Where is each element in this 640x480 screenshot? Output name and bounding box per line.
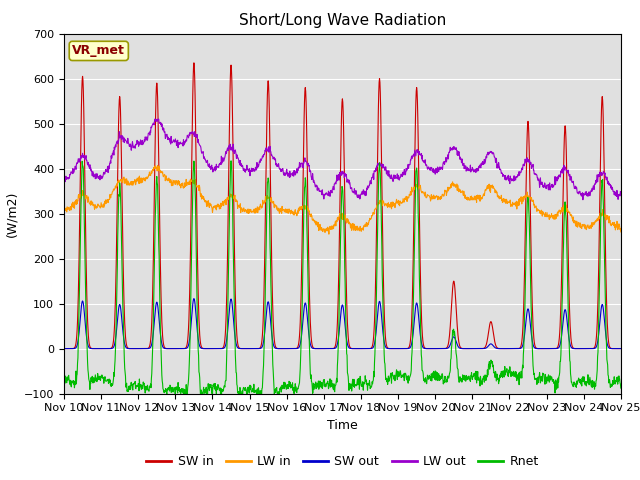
Rnet xyxy=(60,371,68,376)
Rnet xyxy=(293,390,301,396)
SW out xyxy=(520,336,528,341)
LW out xyxy=(428,168,436,174)
LW in xyxy=(60,203,68,209)
Rnet xyxy=(429,374,436,380)
SW out xyxy=(428,346,436,351)
LW in xyxy=(154,163,161,168)
LW in xyxy=(568,216,576,221)
LW out xyxy=(292,169,300,175)
Rnet xyxy=(280,385,287,391)
Line: SW in: SW in xyxy=(64,63,621,348)
SW out xyxy=(183,345,191,351)
SW in xyxy=(520,287,528,293)
LW in xyxy=(429,193,436,199)
LW in xyxy=(292,212,300,217)
LW out xyxy=(60,180,68,185)
LW in xyxy=(325,231,333,237)
LW in xyxy=(520,194,528,200)
SW out xyxy=(468,346,476,351)
Text: VR_met: VR_met xyxy=(72,44,125,58)
LW out xyxy=(279,166,287,171)
LW out xyxy=(520,162,527,168)
SW in xyxy=(190,60,198,66)
LW out xyxy=(568,178,575,184)
SW out xyxy=(617,346,625,351)
LW in xyxy=(279,206,287,212)
Line: LW in: LW in xyxy=(64,166,621,234)
LW out xyxy=(151,116,159,122)
Rnet xyxy=(617,385,625,391)
SW out xyxy=(279,346,287,351)
SW out xyxy=(568,345,576,351)
Line: LW out: LW out xyxy=(64,119,621,200)
SW in xyxy=(617,346,625,351)
Rnet xyxy=(180,396,188,402)
SW out xyxy=(190,296,198,301)
SW in xyxy=(183,342,191,348)
SW in xyxy=(468,346,476,351)
Rnet xyxy=(520,329,528,335)
SW out xyxy=(292,346,300,351)
X-axis label: Time: Time xyxy=(327,419,358,432)
SW in xyxy=(568,343,576,348)
SW out xyxy=(60,346,68,351)
Line: SW out: SW out xyxy=(64,299,621,348)
LW out xyxy=(579,197,587,203)
LW in xyxy=(184,180,191,186)
Rnet xyxy=(568,381,576,387)
Y-axis label: (W/m2): (W/m2) xyxy=(5,191,19,237)
LW in xyxy=(617,229,625,235)
Legend: SW in, LW in, SW out, LW out, Rnet: SW in, LW in, SW out, LW out, Rnet xyxy=(141,450,543,473)
Title: Short/Long Wave Radiation: Short/Long Wave Radiation xyxy=(239,13,446,28)
SW in xyxy=(292,346,300,351)
SW in xyxy=(60,346,68,351)
SW in xyxy=(279,346,287,351)
LW out xyxy=(617,191,625,197)
Rnet xyxy=(227,158,235,164)
SW in xyxy=(428,346,436,351)
Line: Rnet: Rnet xyxy=(64,161,621,399)
LW out xyxy=(184,132,191,138)
Rnet xyxy=(184,390,191,396)
